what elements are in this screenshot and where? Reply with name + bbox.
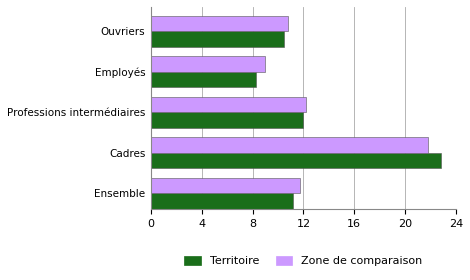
Bar [151, 193, 293, 209]
Bar [151, 16, 288, 31]
Bar [151, 72, 256, 87]
Legend: Territoire, Zone de comparaison: Territoire, Zone de comparaison [180, 251, 427, 271]
Bar [151, 112, 304, 128]
Bar [151, 178, 299, 193]
Bar [151, 31, 284, 46]
Bar [151, 137, 428, 153]
Bar [151, 97, 306, 112]
Bar [151, 56, 265, 72]
Bar [151, 153, 441, 168]
